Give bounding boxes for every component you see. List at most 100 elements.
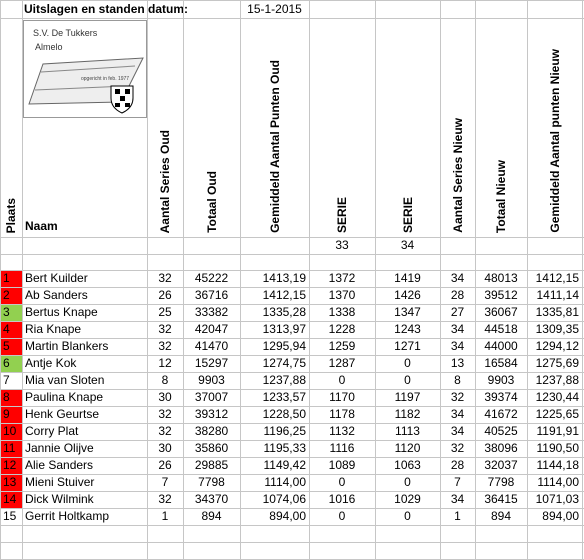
rank-highlight bbox=[0, 304, 22, 321]
score: 39512 bbox=[484, 288, 518, 302]
score: 1287 bbox=[328, 356, 356, 370]
score: 36716 bbox=[194, 288, 229, 302]
player-name: Dick Wilmink bbox=[25, 492, 94, 506]
column-header: Gemiddeld Aantal punten Nieuw bbox=[547, 49, 562, 233]
sheet-date: 15-1-2015 bbox=[247, 2, 302, 16]
grid-line bbox=[0, 406, 584, 407]
grid-line bbox=[183, 0, 184, 560]
sheet-title: Uitslagen en standen datum: bbox=[24, 2, 189, 16]
score: 32 bbox=[158, 322, 172, 336]
score: 1170 bbox=[329, 390, 355, 404]
score: 32 bbox=[450, 441, 465, 455]
rank-highlight bbox=[0, 287, 22, 304]
player-name: Henk Geurtse bbox=[25, 407, 100, 421]
score: 1225,65 bbox=[535, 407, 579, 421]
score: 894,00 bbox=[542, 509, 579, 523]
player-name: Martin Blankers bbox=[25, 339, 109, 353]
score: 32 bbox=[158, 271, 172, 285]
score: 9903 bbox=[198, 373, 225, 387]
score: 1178 bbox=[329, 407, 355, 421]
score: 7 bbox=[161, 475, 169, 489]
score: 34 bbox=[450, 339, 465, 353]
score: 1237,88 bbox=[535, 373, 579, 387]
rank: 8 bbox=[3, 390, 10, 404]
rank: 14 bbox=[3, 492, 17, 506]
score: 1191,91 bbox=[536, 424, 580, 438]
player-name: Ria Knape bbox=[25, 322, 82, 336]
rank: 4 bbox=[3, 322, 10, 336]
score: 15297 bbox=[194, 356, 229, 370]
score: 1372 bbox=[328, 271, 356, 285]
score: 42047 bbox=[194, 322, 229, 336]
player-name: Mia van Sloten bbox=[25, 373, 105, 387]
grid-line bbox=[0, 237, 584, 238]
score: 34370 bbox=[194, 492, 229, 506]
score: 1063 bbox=[394, 458, 421, 472]
grid-line bbox=[0, 457, 584, 458]
score: 1071,03 bbox=[535, 492, 579, 506]
score: 1149,42 bbox=[263, 458, 307, 472]
score: 7798 bbox=[198, 475, 225, 489]
score: 32 bbox=[158, 424, 172, 438]
column-header: Plaats bbox=[4, 197, 18, 233]
score: 1413,19 bbox=[262, 271, 306, 285]
score: 36415 bbox=[484, 492, 518, 506]
score: 33382 bbox=[194, 305, 229, 319]
score: 1274,75 bbox=[262, 356, 306, 370]
score: 1113 bbox=[395, 424, 420, 438]
score: 8 bbox=[454, 373, 461, 387]
rank: 2 bbox=[3, 288, 10, 302]
score: 1230,44 bbox=[535, 390, 579, 404]
grid-line bbox=[0, 440, 584, 441]
score: 1190,50 bbox=[536, 441, 580, 455]
rank: 3 bbox=[3, 305, 10, 319]
score: 1114,00 bbox=[537, 475, 579, 489]
grid-line bbox=[582, 0, 583, 560]
score: 1120 bbox=[394, 441, 421, 455]
column-header: Aantal Series Nieuw bbox=[450, 118, 465, 233]
grid-line bbox=[0, 338, 584, 339]
rank-highlight bbox=[0, 423, 22, 440]
serie-number: 33 bbox=[335, 238, 349, 252]
logo-line bbox=[40, 65, 136, 73]
score: 1295,94 bbox=[262, 339, 306, 353]
column-header: SERIE bbox=[400, 196, 415, 233]
grid-line bbox=[0, 423, 584, 424]
player-name: Jannie Olijve bbox=[25, 441, 94, 455]
score: 1259 bbox=[328, 339, 356, 353]
column-header: SERIE bbox=[335, 196, 349, 233]
logo-city: Almelo bbox=[35, 42, 63, 52]
score: 1 bbox=[161, 509, 169, 523]
score: 38096 bbox=[484, 441, 518, 455]
score: 894 bbox=[201, 509, 222, 523]
grid-line bbox=[375, 0, 376, 560]
score: 1114,00 bbox=[264, 475, 306, 489]
score: 34 bbox=[450, 424, 465, 438]
rank-highlight bbox=[0, 457, 22, 474]
score: 39374 bbox=[484, 390, 518, 404]
score: 25 bbox=[158, 305, 172, 319]
rank: 13 bbox=[3, 475, 17, 489]
score: 30 bbox=[158, 390, 172, 404]
player-name: Gerrit Holtkamp bbox=[25, 509, 110, 523]
score: 1412,15 bbox=[535, 271, 579, 285]
logo-shield-part bbox=[125, 89, 130, 94]
grid-line bbox=[22, 0, 23, 560]
score: 1074,06 bbox=[262, 492, 306, 506]
grid-line bbox=[440, 0, 441, 560]
score: 0 bbox=[404, 373, 411, 387]
rank-highlight bbox=[0, 474, 22, 491]
score: 16584 bbox=[484, 356, 518, 370]
score: 32 bbox=[158, 339, 172, 353]
score: 12 bbox=[158, 356, 172, 370]
score: 36067 bbox=[484, 305, 518, 319]
score: 41470 bbox=[194, 339, 229, 353]
rank-highlight bbox=[0, 491, 22, 508]
grid-line bbox=[309, 0, 310, 560]
score: 28 bbox=[450, 288, 465, 302]
score: 30 bbox=[158, 441, 172, 455]
grid-line bbox=[0, 270, 584, 271]
grid-line bbox=[0, 474, 584, 475]
score: 1243 bbox=[394, 322, 421, 336]
